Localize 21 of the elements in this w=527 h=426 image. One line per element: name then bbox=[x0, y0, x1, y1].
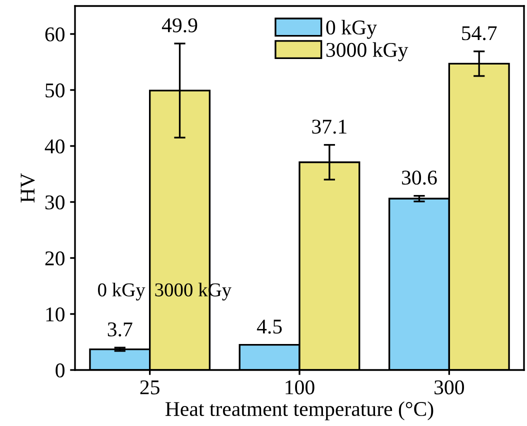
legend-label: 3000 kGy bbox=[326, 42, 408, 62]
y-axis-title: HV bbox=[20, 173, 35, 202]
x-tick-label: 300 bbox=[434, 380, 464, 394]
data-label: 49.9 bbox=[162, 18, 198, 32]
x-tick-label: 100 bbox=[286, 380, 314, 394]
annotation: 0 kGy bbox=[98, 282, 146, 300]
data-label: 30.6 bbox=[402, 170, 437, 185]
y-tick-label: 40 bbox=[44, 139, 64, 154]
y-tick-label: 30 bbox=[45, 195, 64, 210]
y-tick-label: 50 bbox=[46, 83, 64, 98]
y-tick-label: 20 bbox=[45, 251, 64, 266]
data-label: 54.7 bbox=[462, 26, 497, 40]
data-label: 3.7 bbox=[108, 322, 132, 337]
legend-label: 0 kGy bbox=[326, 20, 377, 39]
data-label: 4.5 bbox=[256, 320, 282, 334]
y-tick-label: 0 bbox=[56, 363, 64, 378]
x-tick-label: 25 bbox=[140, 380, 160, 394]
y-tick-label: 60 bbox=[45, 27, 64, 42]
y-tick-label: 10 bbox=[46, 307, 64, 322]
x-axis-title: Heat treatment temperature (°C) bbox=[166, 401, 434, 420]
data-label: 37.1 bbox=[312, 120, 346, 134]
